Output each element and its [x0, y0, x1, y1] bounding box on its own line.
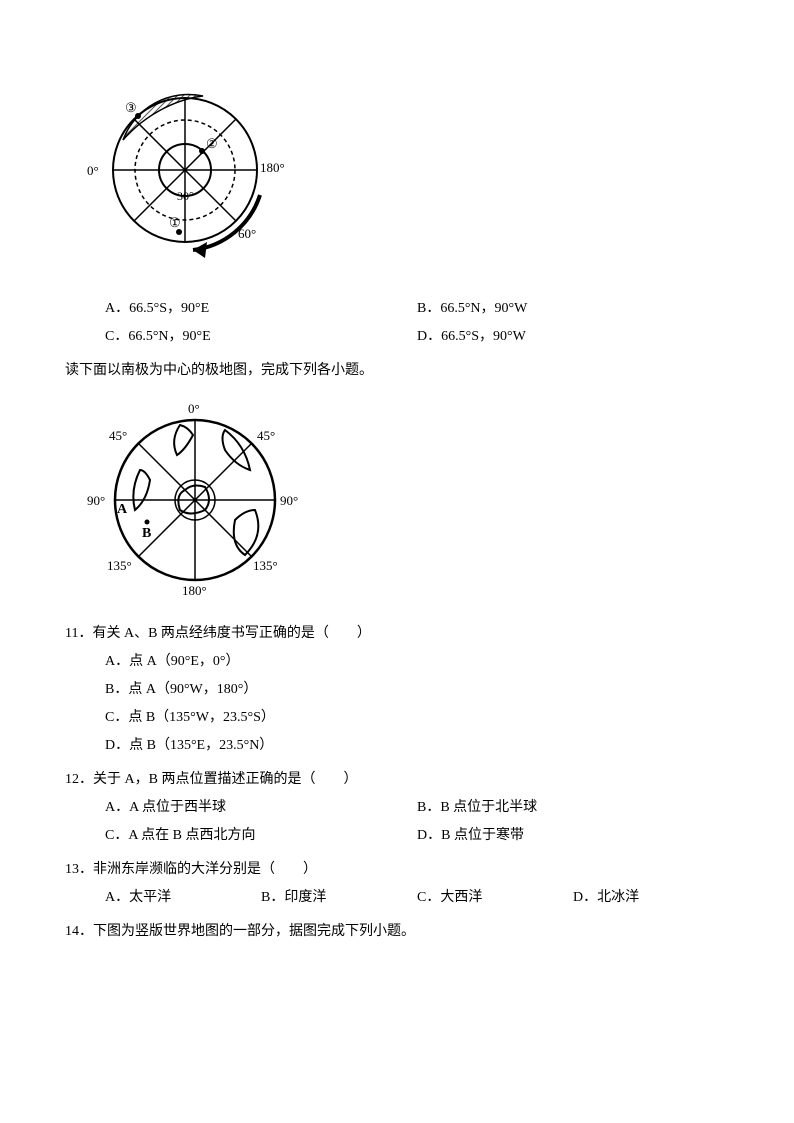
point-a-label: A	[117, 502, 128, 517]
deg-tr: 45°	[257, 428, 275, 443]
q10-option-b: B．66.5°N，90°W	[417, 295, 729, 323]
q13-option-c: C．大西洋	[417, 884, 573, 912]
q12-option-d: D．B 点位于寒带	[417, 822, 729, 850]
q12-option-a: A．A 点位于西半球	[105, 794, 417, 822]
q12-option-b: B．B 点位于北半球	[417, 794, 729, 822]
label-0deg: 0°	[87, 163, 99, 178]
q12-option-c: C．A 点在 B 点西北方向	[105, 822, 417, 850]
q11-stem: 11．有关 A、B 两点经纬度书写正确的是（ ）	[65, 620, 729, 648]
q14-stem: 14．下图为竖版世界地图的一部分，据图完成下列小题。	[65, 918, 729, 946]
q10-option-c: C．66.5°N，90°E	[105, 323, 417, 351]
q13-option-d: D．北冰洋	[573, 884, 729, 912]
q12-stem: 12．关于 A，B 两点位置描述正确的是（ ）	[65, 766, 729, 794]
label-180deg: 180°	[260, 160, 285, 175]
figure-polar-1: ① ② ③ 0° 180° 30° 60°	[85, 80, 729, 280]
q13-option-a: A．太平洋	[105, 884, 261, 912]
point-3-label: ③	[125, 100, 137, 115]
q13-options: A．太平洋 B．印度洋 C．大西洋 D．北冰洋	[105, 884, 729, 912]
q10-options-row2: C．66.5°N，90°E D．66.5°S，90°W	[105, 323, 729, 351]
q13-option-b: B．印度洋	[261, 884, 417, 912]
q11-option-a: A．点 A（90°E，0°）	[105, 648, 729, 676]
deg-top: 0°	[188, 401, 200, 416]
deg-l: 90°	[87, 493, 105, 508]
label-60deg: 60°	[238, 226, 256, 241]
deg-bl: 135°	[107, 558, 132, 573]
intro-text-1: 读下面以南极为中心的极地图，完成下列各小题。	[65, 357, 729, 385]
point-b-label: B	[142, 526, 151, 541]
point-1-label: ①	[169, 215, 181, 230]
deg-br: 135°	[253, 558, 278, 573]
q12-options-row1: A．A 点位于西半球 B．B 点位于北半球	[105, 794, 729, 822]
label-30deg: 30°	[177, 189, 194, 203]
q10-options-row1: A．66.5°S，90°E B．66.5°N，90°W	[105, 295, 729, 323]
q13-stem: 13．非洲东岸濒临的大洋分别是（ ）	[65, 856, 729, 884]
polar-diagram-2: A B 0° 45° 90° 135° 180° 135° 90° 45°	[85, 395, 305, 605]
figure-polar-2: A B 0° 45° 90° 135° 180° 135° 90° 45°	[85, 395, 729, 605]
polar-diagram-1: ① ② ③ 0° 180° 30° 60°	[85, 80, 285, 280]
q10-option-d: D．66.5°S，90°W	[417, 323, 729, 351]
q11-option-b: B．点 A（90°W，180°）	[105, 676, 729, 704]
q11-option-d: D．点 B（135°E，23.5°N）	[105, 732, 729, 760]
deg-tl: 45°	[109, 428, 127, 443]
q11-option-c: C．点 B（135°W，23.5°S）	[105, 704, 729, 732]
q12-options-row2: C．A 点在 B 点西北方向 D．B 点位于寒带	[105, 822, 729, 850]
point-2-label: ②	[206, 136, 218, 151]
q10-option-a: A．66.5°S，90°E	[105, 295, 417, 323]
deg-b: 180°	[182, 583, 207, 598]
deg-r: 90°	[280, 493, 298, 508]
